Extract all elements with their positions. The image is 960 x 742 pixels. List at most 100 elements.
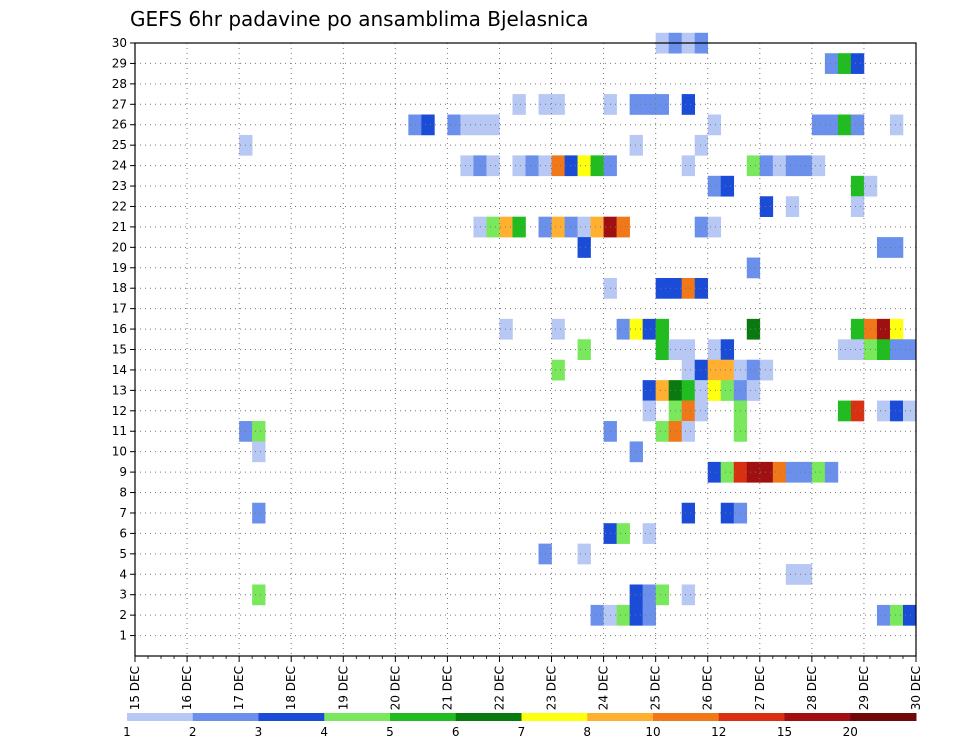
y-tick-label: 28 [112,77,127,91]
y-tick-label: 25 [112,138,127,152]
x-tick-label: 22 DEC [492,666,506,710]
precip-cell [577,237,591,258]
precip-cell [642,584,656,606]
precip-cell [707,175,722,197]
precip-cell [642,604,656,626]
y-tick-label: 4 [119,567,127,581]
precip-cell [837,114,852,136]
precip-cell [655,380,669,401]
legend-label: 1 [123,725,131,739]
y-tick-label: 7 [119,506,127,520]
legend-label: 10 [645,725,660,739]
precip-cell [577,216,591,238]
precip-cell [811,155,826,177]
y-tick-label: 24 [112,159,127,173]
legend-swatch [653,713,720,721]
x-tick-label: 19 DEC [336,666,350,710]
legend-label: 8 [583,725,591,739]
precip-cell [850,318,865,340]
precip-cell [655,421,669,442]
precip-cell [707,380,722,401]
y-tick-label: 19 [112,261,127,275]
precip-cell [681,400,696,422]
y-tick-label: 14 [112,363,127,377]
precip-cell [629,134,643,156]
precip-cell [785,564,800,585]
precip-cell [707,339,722,361]
precip-cell [252,441,266,463]
precip-cell [681,339,696,361]
y-tick-label: 9 [119,465,127,479]
precip-cell [655,339,669,361]
x-tick-label: 21 DEC [440,666,454,710]
precip-cell [681,277,696,299]
precip-cell [486,155,500,177]
precip-cell [837,400,852,422]
y-tick-label: 29 [112,56,127,70]
y-tick-label: 21 [112,220,127,234]
precip-cell [889,318,904,340]
precip-cell [681,380,696,401]
precip-cell [694,277,709,299]
y-tick-label: 3 [119,588,127,602]
precip-cell [902,400,917,422]
x-tick-label: 16 DEC [180,666,194,710]
precip-cell [681,359,696,381]
precip-cell [824,114,839,136]
precip-cell [772,461,787,483]
legend-swatch [718,713,785,721]
y-tick-label: 10 [112,445,127,459]
color-legend: 1 2 3 4 5 6 7 8 10 12 15 20 [123,713,917,739]
y-tick-label: 27 [112,97,127,111]
precip-cell [746,461,761,483]
precip-cell [837,339,852,361]
precip-cell [707,359,722,381]
precip-cell [759,155,774,177]
precip-cell [876,318,891,340]
precip-cell [759,461,774,483]
precip-cell [889,604,904,626]
precip-cell [616,318,630,340]
y-tick-label: 26 [112,118,127,132]
legend-swatch [192,713,259,721]
precip-cell [655,277,669,299]
legend-label: 2 [189,725,197,739]
precip-cell [629,604,643,626]
precip-cell [551,359,565,381]
legend-swatch [127,713,194,721]
precip-cell [837,53,852,74]
precip-cell [876,339,891,361]
precip-cell [642,400,656,422]
legend-label: 12 [711,725,726,739]
x-tick-label: 18 DEC [284,666,298,710]
precip-cell [694,134,709,156]
precip-cell [694,380,709,401]
legend-label: 5 [386,725,394,739]
precip-cell [824,53,839,74]
precip-cell [551,216,565,238]
precip-cell [785,196,800,217]
precip-cell [499,216,513,238]
precip-cell [720,502,735,524]
precip-cell [525,155,539,177]
precip-cell [720,339,735,361]
precip-cell [720,461,735,483]
y-axis-ticks: 1234567891011121314151617181920212223242… [112,36,135,643]
y-tick-label: 12 [112,404,127,418]
y-tick-label: 6 [119,526,127,540]
legend-swatch [784,713,851,721]
precip-cell [850,114,865,136]
precip-cell [811,114,826,136]
precip-cell [785,155,800,177]
legend-label: 20 [843,725,858,739]
y-tick-label: 23 [112,179,127,193]
precip-cell [681,584,696,606]
x-axis-ticks: 15 DEC 16 DEC 17 DEC 18 DEC 19 DEC 20 DEC 21 D… [128,656,923,710]
x-tick-label: 20 DEC [388,666,402,710]
x-tick-label: 30 DEC [909,666,923,710]
precip-cell [512,94,526,115]
precip-cell [447,114,461,136]
precip-cell [421,114,435,136]
chart-title: GEFS 6hr padavine po ansamblima Bjelasni… [130,7,589,31]
